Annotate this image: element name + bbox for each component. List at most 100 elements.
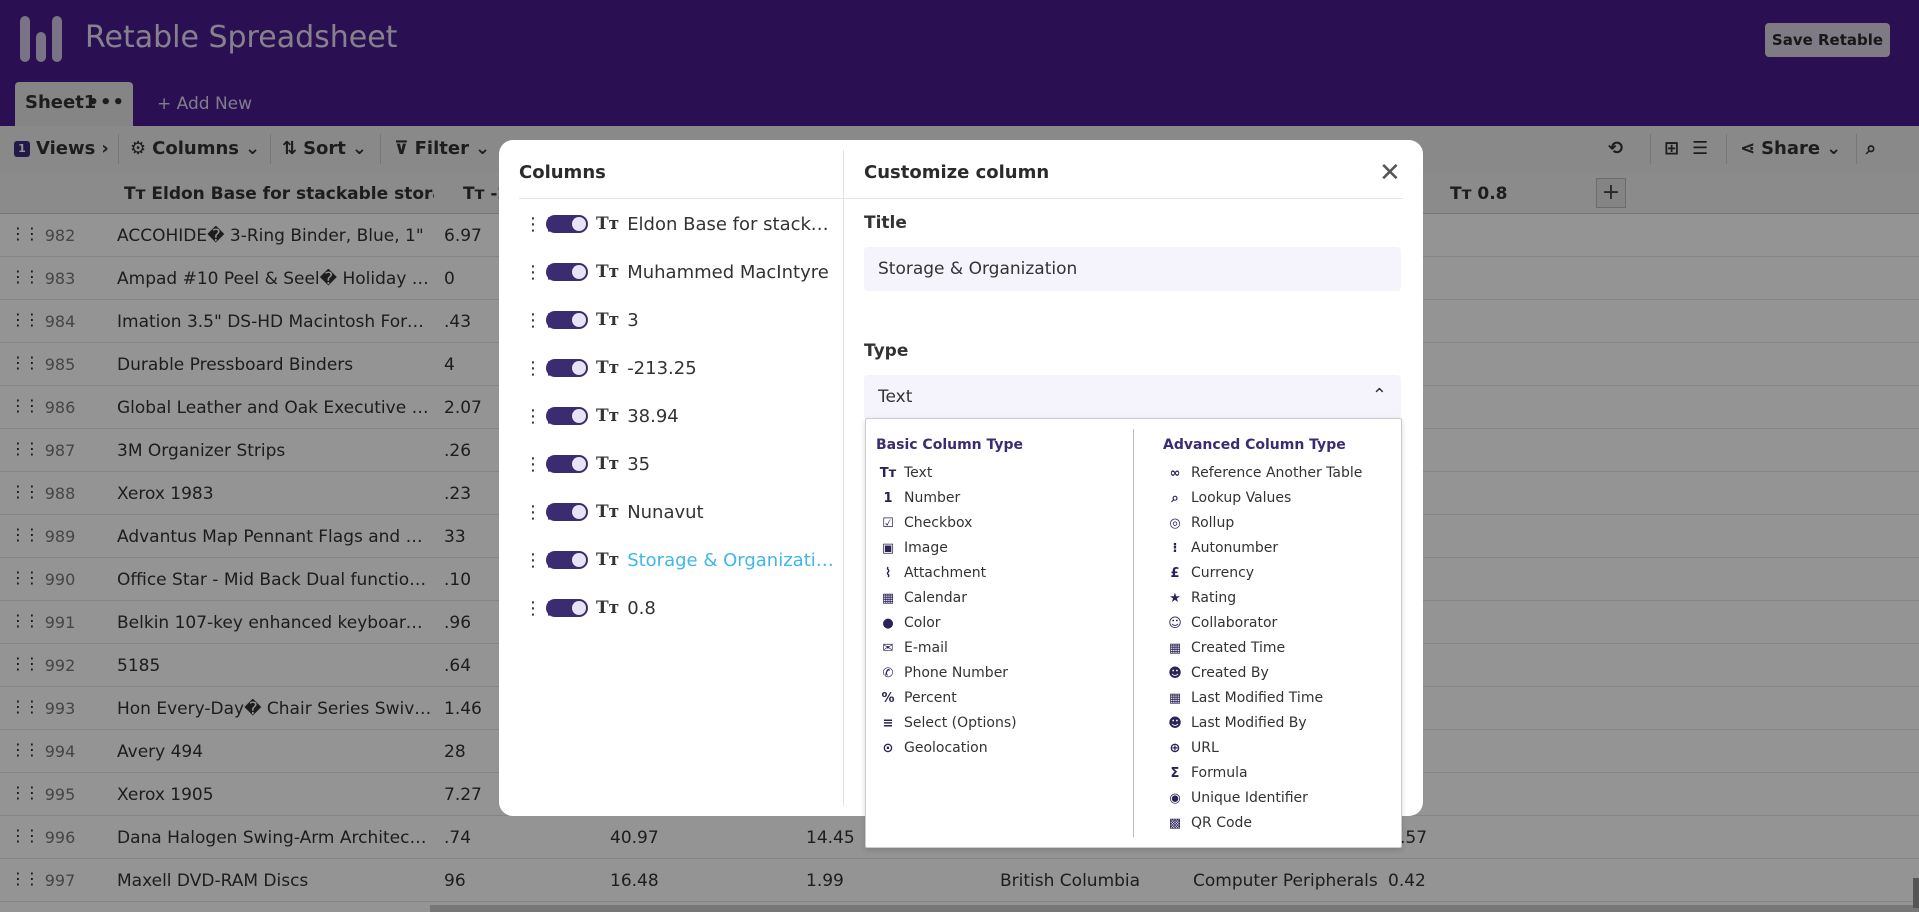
drag-handle-icon[interactable]: ⋮⋮	[10, 654, 40, 673]
drag-handle-icon[interactable]: ⋮⋮	[10, 482, 40, 501]
created-by-icon: ☻	[1168, 665, 1182, 681]
drag-handle-icon[interactable]: ⋮⋮	[10, 439, 40, 458]
column-list-item[interactable]: ⋮⋮ Tт 0.8	[524, 597, 656, 619]
type-option-text[interactable]: Tт Text	[880, 465, 933, 481]
drag-handle-icon[interactable]: ⋮⋮	[10, 396, 40, 415]
column-visibility-toggle[interactable]	[546, 551, 588, 569]
type-option-currency[interactable]: £ Currency	[1167, 565, 1254, 581]
column-title-input[interactable]	[864, 247, 1401, 291]
column-visibility-toggle[interactable]	[546, 407, 588, 425]
horizontal-scrollbar[interactable]	[430, 905, 1919, 912]
type-option-geolocation[interactable]: ⊙ Geolocation	[880, 740, 988, 756]
column-list-item[interactable]: ⋮⋮ Tт -213.25	[524, 357, 697, 379]
column-list-item-active[interactable]: ⋮⋮ Tт Storage & Organization	[524, 549, 838, 571]
table-row[interactable]: ⋮⋮ 997 Maxell DVD-RAM Discs 96 16.48 1.99 Brit…	[0, 859, 1919, 902]
column-type-select[interactable]: Text ⌃	[864, 375, 1401, 419]
drag-handle-icon[interactable]: ⋮⋮	[524, 501, 558, 523]
drag-handle-icon[interactable]: ⋮⋮	[10, 611, 40, 630]
type-option-number[interactable]: 1 Number	[880, 490, 960, 506]
drag-handle-icon[interactable]: ⋮⋮	[524, 309, 558, 331]
column-list-item[interactable]: ⋮⋮ Tт Muhammed MacIntyre	[524, 261, 829, 283]
tab-more-icon[interactable]: •••	[87, 92, 125, 113]
drag-handle-icon[interactable]: ⋮⋮	[524, 261, 558, 283]
type-option-phone-number[interactable]: ✆ Phone Number	[880, 665, 1009, 681]
type-option-attachment[interactable]: ⌇ Attachment	[880, 565, 986, 581]
globe-icon: ⊕	[1169, 740, 1181, 756]
type-option-collaborator[interactable]: ☺ Collaborator	[1167, 615, 1277, 631]
type-option-select-options[interactable]: ≡ Select (Options)	[880, 715, 1017, 731]
vertical-scrollbar[interactable]	[1913, 878, 1919, 908]
drag-handle-icon[interactable]: ⋮⋮	[10, 568, 40, 587]
type-option-formula[interactable]: Σ Formula	[1167, 765, 1248, 781]
column-list-item[interactable]: ⋮⋮ Tт 3	[524, 309, 639, 331]
drag-handle-icon[interactable]: ⋮⋮	[10, 740, 40, 759]
type-option-qr-code[interactable]: ▩ QR Code	[1167, 815, 1252, 831]
drag-handle-icon[interactable]: ⋮⋮	[10, 826, 40, 845]
share-button[interactable]: ⋖ Share ⌄	[1740, 138, 1841, 159]
grid-view-icon[interactable]: ⊞	[1664, 138, 1680, 159]
type-option-created-by[interactable]: ☻ Created By	[1167, 665, 1269, 681]
drag-handle-icon[interactable]: ⋮⋮	[10, 353, 40, 372]
drag-handle-icon[interactable]: ⋮⋮	[10, 267, 40, 286]
save-retable-button[interactable]: Save Retable	[1765, 23, 1890, 57]
tab-sheet1[interactable]: Sheet1 •••	[15, 82, 133, 126]
type-option-e-mail[interactable]: ✉ E-mail	[880, 640, 948, 656]
type-option-percent[interactable]: % Percent	[880, 690, 956, 706]
type-option-rollup[interactable]: ◎ Rollup	[1167, 515, 1234, 531]
image-icon: ▣	[881, 540, 895, 556]
views-button[interactable]: 1 Views ›	[14, 138, 109, 159]
type-option-lookup-values[interactable]: ⌕ Lookup Values	[1167, 490, 1291, 506]
column-list-item[interactable]: ⋮⋮ Tт Eldon Base for stackabl...	[524, 213, 838, 235]
drag-handle-icon[interactable]: ⋮⋮	[10, 525, 40, 544]
drag-handle-icon[interactable]: ⋮⋮	[524, 549, 558, 571]
drag-handle-icon[interactable]: ⋮⋮	[524, 405, 558, 427]
drag-handle-icon[interactable]: ⋮⋮	[524, 213, 558, 235]
drag-handle-icon[interactable]: ⋮⋮	[10, 869, 40, 888]
column-visibility-toggle[interactable]	[546, 215, 588, 233]
column-visibility-toggle[interactable]	[546, 599, 588, 617]
list-view-icon[interactable]: ☰	[1692, 138, 1709, 159]
type-option-autonumber[interactable]: ⁝ Autonumber	[1167, 540, 1279, 556]
drag-handle-icon[interactable]: ⋮⋮	[10, 310, 40, 329]
close-icon[interactable]: ✕	[1379, 158, 1401, 188]
history-icon[interactable]: ⟲	[1608, 138, 1624, 159]
type-option-calendar[interactable]: ▦ Calendar	[880, 590, 967, 606]
filter-button[interactable]: ⊽ Filter ⌄	[394, 138, 490, 159]
type-option-url[interactable]: ⊕ URL	[1167, 740, 1219, 756]
drag-handle-icon[interactable]: ⋮⋮	[10, 224, 40, 243]
column-visibility-toggle[interactable]	[546, 359, 588, 377]
column-visibility-toggle[interactable]	[546, 311, 588, 329]
type-option-last-modified-time[interactable]: ▦ Last Modified Time	[1167, 690, 1323, 706]
type-option-rating[interactable]: ★ Rating	[1167, 590, 1236, 606]
table-row[interactable]: ⋮⋮ 996 Dana Halogen Swing-Arm Architect L.…	[0, 816, 1919, 859]
column-header-0-8[interactable]: Tт 0.8	[1450, 184, 1508, 204]
drag-handle-icon[interactable]: ⋮⋮	[10, 783, 40, 802]
drag-handle-icon[interactable]: ⋮⋮	[524, 357, 558, 379]
column-visibility-toggle[interactable]	[546, 503, 588, 521]
column-list-item[interactable]: ⋮⋮ Tт Nunavut	[524, 501, 704, 523]
column-visibility-toggle[interactable]	[546, 263, 588, 281]
palette-icon: ●	[882, 615, 894, 631]
column-list-item[interactable]: ⋮⋮ Tт 38.94	[524, 405, 679, 427]
type-option-last-modified-by[interactable]: ☻ Last Modified By	[1167, 715, 1306, 731]
type-option-created-time[interactable]: ▦ Created Time	[1167, 640, 1285, 656]
sort-button[interactable]: ⇅ Sort ⌄	[282, 138, 367, 159]
drag-handle-icon[interactable]: ⋮⋮	[10, 697, 40, 716]
type-option-reference-another-table[interactable]: ∞ Reference Another Table	[1167, 465, 1363, 481]
type-option-color[interactable]: ● Color	[880, 615, 940, 631]
add-column-button[interactable]: +	[1596, 178, 1626, 208]
column-list-item[interactable]: ⋮⋮ Tт 35	[524, 453, 651, 475]
drag-handle-icon[interactable]: ⋮⋮	[524, 453, 558, 475]
type-option-label: QR Code	[1191, 815, 1253, 831]
drag-handle-icon[interactable]: ⋮⋮	[524, 597, 558, 619]
search-icon[interactable]: ⌕	[1866, 138, 1877, 159]
type-option-unique-identifier[interactable]: ◉ Unique Identifier	[1167, 790, 1308, 806]
column-header-eldon[interactable]: Tт Eldon Base for stackable storag...	[124, 184, 434, 204]
gear-icon: ⚙	[130, 138, 147, 159]
type-option-checkbox[interactable]: ☑ Checkbox	[880, 515, 972, 531]
add-new-sheet-button[interactable]: + Add New	[157, 94, 253, 114]
columns-button[interactable]: ⚙ Columns ⌄	[130, 138, 260, 159]
column-visibility-toggle[interactable]	[546, 455, 588, 473]
type-option-image[interactable]: ▣ Image	[880, 540, 948, 556]
type-option-label: Currency	[1191, 565, 1255, 581]
